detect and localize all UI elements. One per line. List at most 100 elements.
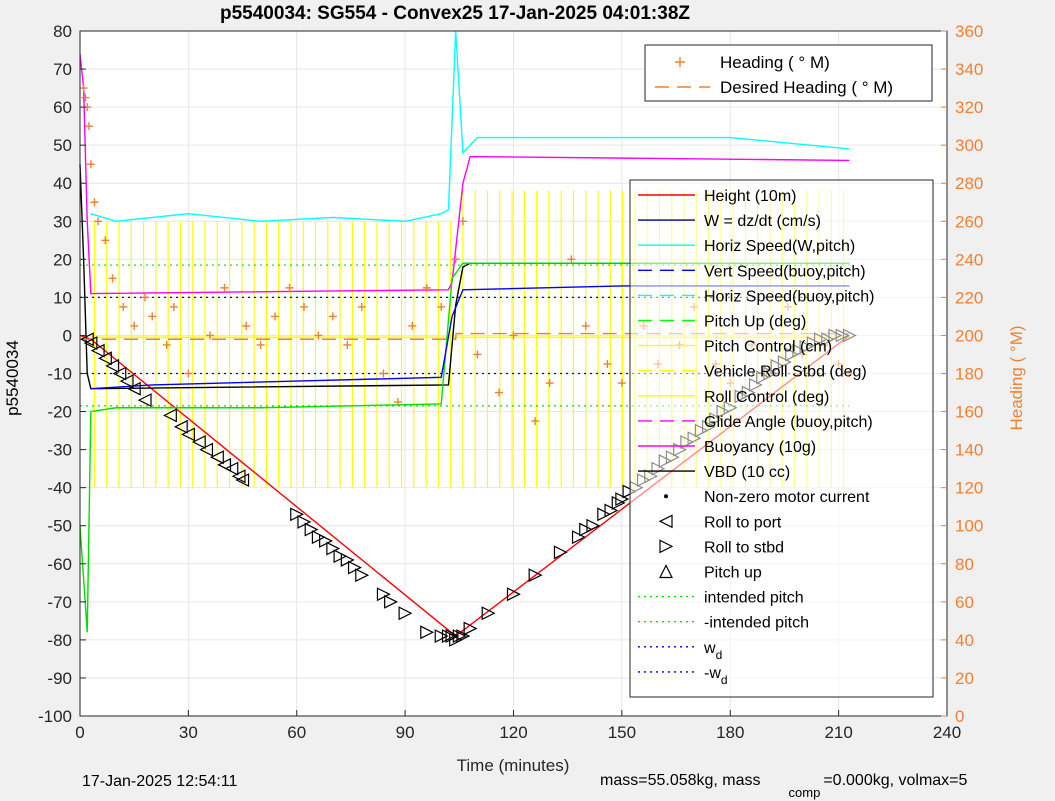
heading-marker <box>79 84 88 93</box>
legend-main-label: Pitch up <box>704 565 762 582</box>
legend-tri-left-icon <box>658 514 673 529</box>
legend-main-entry: Roll Control (deg) <box>638 389 829 406</box>
heading-marker <box>422 283 431 292</box>
legend-label-text: W = dz/dt (cm/s) <box>704 213 821 230</box>
y-tick-label: 0 <box>63 326 72 345</box>
legend-label-sub: d <box>721 673 728 687</box>
legend-top-label: Heading ( ° M) <box>720 53 830 72</box>
legend-main-entry: Roll to stbd <box>659 539 784 556</box>
legend-top-label: Desired Heading ( ° M) <box>720 78 893 97</box>
legend-main-label: wd <box>703 640 722 662</box>
y-tick-label: -20 <box>47 403 72 422</box>
heading-marker <box>271 312 280 321</box>
heading-marker <box>495 388 504 397</box>
y2-tick-label: 160 <box>955 403 983 422</box>
heading-marker <box>473 350 482 359</box>
y2-tick-label: 60 <box>955 593 974 612</box>
legend-label-text: Pitch Up (deg) <box>704 314 806 331</box>
roll-to-stbd-marker <box>449 632 464 647</box>
roll-to-port-marker <box>199 442 214 457</box>
heading-marker <box>130 321 139 330</box>
legend-main-entry: W = dz/dt (cm/s) <box>638 213 821 230</box>
roll-to-stbd-marker <box>622 484 637 499</box>
legend-main-label: Roll Control (deg) <box>704 389 829 406</box>
heading-marker <box>603 359 612 368</box>
legend-main-label: -wd <box>704 665 728 687</box>
legend-main-entry: Pitch Control (cm) <box>638 339 832 356</box>
y-tick-label: 70 <box>53 60 72 79</box>
x-tick-label: 90 <box>396 723 415 742</box>
heading-marker <box>328 312 337 321</box>
heading-marker <box>408 321 417 330</box>
roll-to-stbd-marker <box>597 507 612 522</box>
heading-marker <box>531 417 540 426</box>
footer-mass-sub: comp <box>788 785 821 801</box>
x-tick-label: 150 <box>608 723 636 742</box>
heading-marker <box>148 312 157 321</box>
legend-main-entry: Non-zero motor current <box>664 489 870 506</box>
x-tick-label: 30 <box>179 723 198 742</box>
roll-to-stbd-marker <box>506 587 521 602</box>
footer-mass: mass=55.058kg, mass comp=0.000kg, volmax=… <box>600 772 968 800</box>
roll-to-stbd-marker <box>571 530 586 545</box>
roll-to-stbd-marker <box>441 629 456 644</box>
legend-label-text: Height (10m) <box>704 188 796 205</box>
roll-to-port-marker <box>119 374 134 389</box>
y2-tick-label: 180 <box>955 365 983 384</box>
roll-to-stbd-marker <box>553 545 568 560</box>
legend-main-label: Pitch Control (cm) <box>704 339 832 356</box>
heading-legend-icon <box>675 57 685 67</box>
y2-tick-label: 300 <box>955 136 983 155</box>
legend-main-label: Roll to stbd <box>704 539 784 556</box>
heading-marker <box>393 398 402 407</box>
heading-marker <box>314 331 323 340</box>
heading-marker <box>169 302 178 311</box>
y-tick-label: 20 <box>53 250 72 269</box>
legend-label-text: Non-zero motor current <box>704 489 870 506</box>
legend-top: Heading ( ° M) Desired Heading ( ° M) <box>644 44 933 102</box>
y2-tick-label: 200 <box>955 326 983 345</box>
x-tick-label: 240 <box>933 723 961 742</box>
legend-label-text: Vert Speed(buoy,pitch) <box>704 263 866 280</box>
heading-marker <box>299 302 308 311</box>
roll-to-port-marker <box>181 427 195 442</box>
footer-volmax-text: =0.000kg, volmax=5 <box>823 772 968 789</box>
roll-to-stbd-marker <box>355 568 370 583</box>
x-tick-label: 180 <box>716 723 744 742</box>
legend-main-label: Horiz Speed(W,pitch) <box>704 238 855 255</box>
legend-main-entry: -wd <box>638 665 728 687</box>
legend-label-text: -w <box>704 665 721 682</box>
y-tick-label: 10 <box>53 288 72 307</box>
heading-marker <box>567 255 576 264</box>
roll-to-stbd-marker <box>304 522 319 537</box>
legend-main-label: Roll to port <box>704 514 782 531</box>
legend-main-label: intended pitch <box>704 590 804 607</box>
legend-main: Height (10m) W = dz/dt (cm/s) Horiz Speed(… <box>629 179 934 698</box>
legend-main-entry: Height (10m) <box>638 188 796 205</box>
heading-marker <box>285 283 294 292</box>
roll-to-stbd-marker <box>319 533 333 548</box>
legend-main-entry: Pitch Up (deg) <box>638 314 806 331</box>
heading-marker <box>162 340 171 349</box>
x-axis-label: Time (minutes) <box>457 756 570 775</box>
heading-marker <box>509 331 518 340</box>
y-tick-label: 50 <box>53 136 72 155</box>
legend-top-items: Heading ( ° M) Desired Heading ( ° M) <box>655 53 893 97</box>
x-tick-label: 0 <box>75 723 84 742</box>
legend-label-text: Roll Control (deg) <box>704 389 829 406</box>
legend-main-entry: Roll to port <box>658 514 782 531</box>
y2-tick-label: 80 <box>955 555 974 574</box>
heading-marker <box>94 217 103 226</box>
y-tick-label: 40 <box>53 174 72 193</box>
heading-marker <box>119 302 128 311</box>
heading-marker <box>206 331 215 340</box>
roll-to-stbd-marker <box>311 530 326 545</box>
y2-axis-label: Heading ( °M) <box>1007 325 1026 430</box>
legend-label-text: -intended pitch <box>704 615 809 632</box>
legend-main-entry: Buoyancy (10g) <box>638 439 816 456</box>
y-tick-label: 30 <box>53 212 72 231</box>
legend-label-text: Horiz Speed(W,pitch) <box>704 238 855 255</box>
roll-to-stbd-marker <box>604 503 619 518</box>
legend-main-label: Vehicle Roll Stbd (deg) <box>704 364 867 381</box>
